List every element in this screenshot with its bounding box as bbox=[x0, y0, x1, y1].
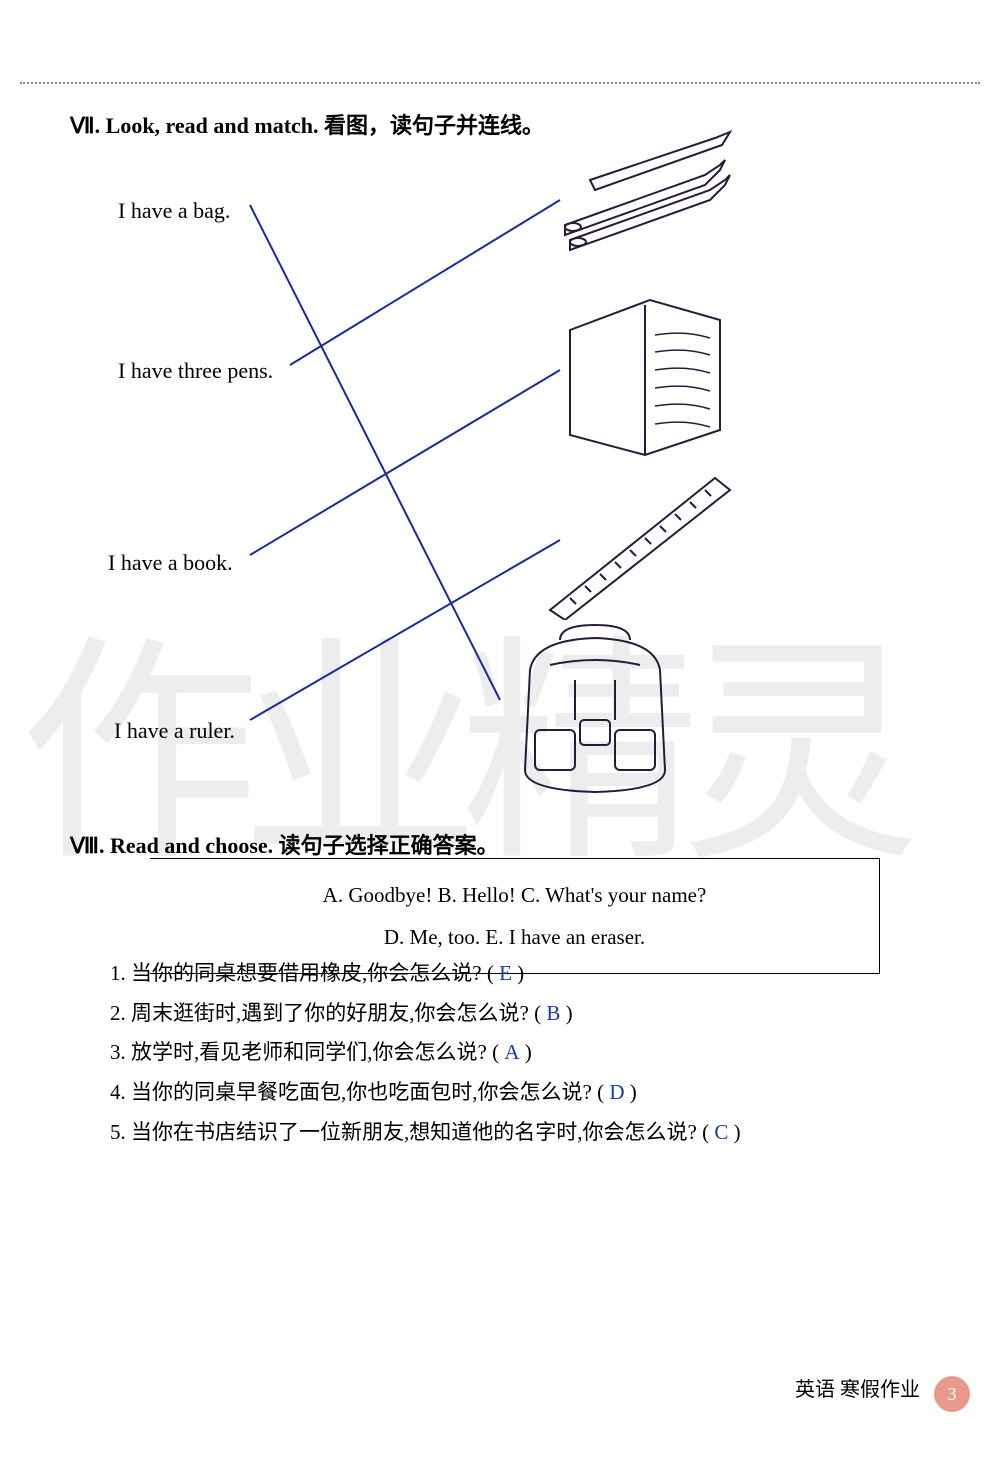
q5-answer: C bbox=[714, 1120, 728, 1144]
image-pens bbox=[550, 130, 750, 275]
image-bag bbox=[480, 620, 710, 805]
q1-num: 1. bbox=[110, 961, 126, 985]
section7-label: Ⅶ. bbox=[70, 113, 100, 138]
q3-text: 放学时,看见老师和同学们,你会怎么说? bbox=[131, 1040, 487, 1064]
question-4: 4. 当你的同桌早餐吃面包,你也吃面包时,你会怎么说? ( D ) bbox=[110, 1075, 930, 1111]
q4-answer: D bbox=[609, 1080, 624, 1104]
sentence-pens: I have three pens. bbox=[118, 358, 273, 384]
image-book bbox=[550, 290, 740, 465]
page-number: 3 bbox=[934, 1376, 970, 1412]
q5-text: 当你在书店结识了一位新朋友,想知道他的名字时,你会怎么说? bbox=[131, 1120, 697, 1144]
q4-text: 当你的同桌早餐吃面包,你也吃面包时,你会怎么说? bbox=[131, 1080, 592, 1104]
section7-title-zh: 看图，读句子并连线。 bbox=[324, 113, 544, 138]
question-list: 1. 当你的同桌想要借用橡皮,你会怎么说? ( E ) 2. 周末逛街时,遇到了… bbox=[110, 956, 930, 1154]
section7-title: Ⅶ. Look, read and match. 看图，读句子并连线。 bbox=[70, 108, 544, 140]
section8-title: Ⅷ. Read and choose. 读句子选择正确答案。 bbox=[70, 828, 499, 860]
question-3: 3. 放学时,看见老师和同学们,你会怎么说? ( A ) bbox=[110, 1035, 930, 1071]
match-area: I have a bag. I have three pens. I have … bbox=[70, 140, 930, 810]
question-5: 5. 当你在书店结识了一位新朋友,想知道他的名字时,你会怎么说? ( C ) bbox=[110, 1115, 930, 1151]
q3-num: 3. bbox=[110, 1040, 126, 1064]
section8-label: Ⅷ. bbox=[70, 833, 104, 858]
q2-num: 2. bbox=[110, 1001, 126, 1025]
sentence-book: I have a book. bbox=[108, 550, 233, 576]
options-line1: A. Goodbye! B. Hello! C. What's your nam… bbox=[180, 874, 849, 916]
question-2: 2. 周末逛街时,遇到了你的好朋友,你会怎么说? ( B ) bbox=[110, 996, 930, 1032]
section7-title-en: Look, read and match. bbox=[106, 113, 319, 138]
q2-answer: B bbox=[546, 1001, 560, 1025]
q5-num: 5. bbox=[110, 1120, 126, 1144]
q1-answer: E bbox=[499, 961, 512, 985]
section8-title-en: Read and choose. bbox=[110, 833, 273, 858]
q3-answer: A bbox=[504, 1040, 519, 1064]
footer-text: 英语 寒假作业 bbox=[795, 1373, 920, 1402]
options-line2: D. Me, too. E. I have an eraser. bbox=[180, 916, 849, 958]
sentence-ruler: I have a ruler. bbox=[114, 718, 235, 744]
dotted-separator bbox=[20, 82, 980, 84]
q4-num: 4. bbox=[110, 1080, 126, 1104]
q1-text: 当你的同桌想要借用橡皮,你会怎么说? bbox=[131, 961, 482, 985]
sentence-bag: I have a bag. bbox=[118, 198, 230, 224]
question-1: 1. 当你的同桌想要借用橡皮,你会怎么说? ( E ) bbox=[110, 956, 930, 992]
q2-text: 周末逛街时,遇到了你的好朋友,你会怎么说? bbox=[131, 1001, 529, 1025]
image-ruler bbox=[540, 470, 740, 625]
section8-title-zh: 读句子选择正确答案。 bbox=[279, 833, 499, 858]
